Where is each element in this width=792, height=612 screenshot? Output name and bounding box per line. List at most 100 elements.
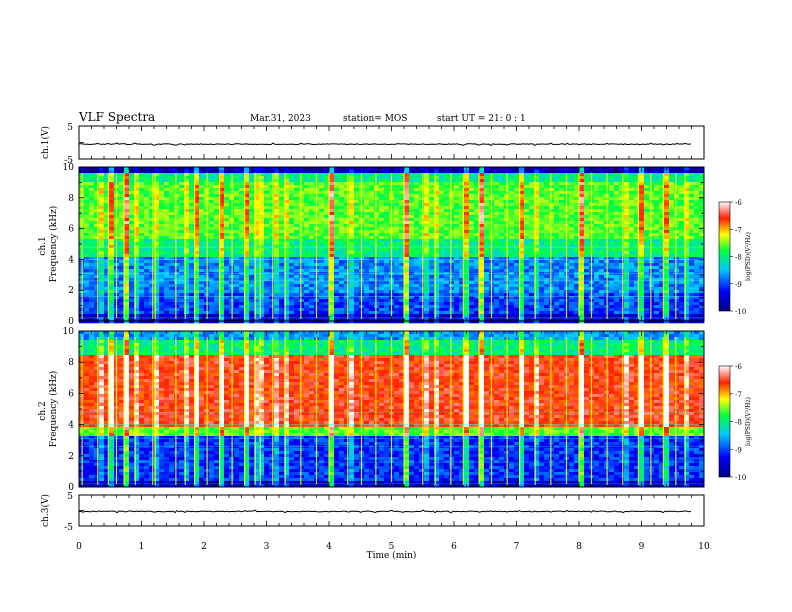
spectrogram-cell [509, 221, 515, 225]
spectrogram-cell [474, 173, 480, 177]
spectrogram-cell [209, 176, 215, 180]
spectrogram-cell [449, 299, 455, 303]
spectrogram-cell [509, 182, 515, 186]
spectrogram-cell [269, 200, 275, 204]
spectrogram-cell [494, 212, 500, 216]
spectrogram-cell [474, 320, 480, 324]
spectrogram-cell [519, 281, 525, 285]
spectrogram-cell [499, 227, 505, 231]
spectrogram-cell [464, 197, 470, 201]
spectrogram-cell [144, 302, 150, 306]
spectrogram-cell [319, 221, 325, 225]
spectrogram-cell [514, 194, 520, 198]
spectrogram-cell [134, 299, 140, 303]
spectrogram-cell [364, 212, 370, 216]
spectrogram-cell [384, 221, 390, 225]
spectrogram-cell [354, 266, 360, 270]
spectrogram-cell [554, 314, 560, 318]
spectrogram-cell [124, 227, 130, 231]
spectrogram-cell [354, 170, 360, 174]
spectrogram-cell [129, 317, 135, 321]
spectrogram-cell [139, 266, 145, 270]
spectrogram-cell [364, 275, 370, 279]
spectrogram-cell [299, 269, 305, 273]
spectrogram-cell [144, 272, 150, 276]
spectrogram-cell [89, 266, 95, 270]
spectrogram-cell [334, 236, 340, 240]
spectrogram-cell [384, 299, 390, 303]
spectrogram-cell [344, 260, 350, 264]
spectrogram-cell [104, 173, 110, 177]
spectrogram-cell [199, 239, 205, 243]
spectrogram-cell [219, 185, 225, 189]
spectrogram-cell [424, 197, 430, 201]
spectrogram-cell [454, 281, 460, 285]
spectrogram-cell [214, 221, 220, 225]
spectrogram-cell [159, 212, 165, 216]
spectrogram-cell [194, 278, 200, 282]
spectrogram-cell [259, 311, 265, 315]
spectrogram-cell [219, 197, 225, 201]
spectrogram-cell [379, 230, 385, 234]
spectrogram-cell [354, 188, 360, 192]
spectrogram-cell [469, 200, 475, 204]
spectrogram-cell [319, 215, 325, 219]
spectrogram-cell [424, 215, 430, 219]
spectrogram-cell [159, 176, 165, 180]
spectrogram-cell [374, 197, 380, 201]
spectrogram-cell [434, 188, 440, 192]
spectrogram-cell [374, 215, 380, 219]
spectrogram-cell [194, 203, 200, 207]
spectrogram-cell [374, 182, 380, 186]
spectrogram-cell [444, 254, 450, 258]
spectrogram-cell [164, 299, 170, 303]
spectrogram-cell [399, 251, 405, 255]
spectrogram-cell [94, 224, 100, 228]
spectrogram-cell [394, 281, 400, 285]
spectrogram-cell [154, 299, 160, 303]
spectrogram-cell [309, 257, 315, 261]
spectrogram-cell [274, 203, 280, 207]
spectrogram-cell [454, 242, 460, 246]
spectrogram-cell [549, 251, 555, 255]
spectrogram-cell [339, 284, 345, 288]
spectrogram-cell [139, 320, 145, 324]
spectrogram-cell [244, 179, 250, 183]
spectrogram-cell [269, 221, 275, 225]
spectrogram-cell [409, 206, 415, 210]
spectrogram-cell [119, 179, 125, 183]
spectrogram-cell [379, 218, 385, 222]
spectrogram-cell [274, 290, 280, 294]
spectrogram-cell [499, 173, 505, 177]
spectrogram-cell [399, 311, 405, 315]
spectrogram-cell [249, 200, 255, 204]
spectrogram-cell [269, 194, 275, 198]
spectrogram-cell [394, 263, 400, 267]
spectrogram-cell [109, 248, 115, 252]
spectrogram-cell [99, 203, 105, 207]
spectrogram-cell [319, 218, 325, 222]
spectrogram-cell [294, 245, 300, 249]
spectrogram-cell [219, 293, 225, 297]
spectrogram-cell [199, 173, 205, 177]
spectrogram-cell [554, 272, 560, 276]
spectrogram-cell [244, 296, 250, 300]
spectrogram-cell [304, 317, 310, 321]
spectrogram-cell [379, 299, 385, 303]
spectrogram-cell [254, 224, 260, 228]
spectrogram-cell [134, 314, 140, 318]
spectrogram-cell [394, 191, 400, 195]
spectrogram-cell [524, 266, 530, 270]
spectrogram-cell [89, 233, 95, 237]
spectrogram-cell [394, 308, 400, 312]
spectrogram-cell [404, 203, 410, 207]
spectrogram-cell [454, 191, 460, 195]
spectrogram-cell [189, 218, 195, 222]
spectrogram-cell [324, 179, 330, 183]
spectrogram-cell [244, 206, 250, 210]
spectrogram-cell [184, 206, 190, 210]
spectrogram-cell [519, 218, 525, 222]
spectrogram-cell [199, 242, 205, 246]
spectrogram-cell [499, 209, 505, 213]
spectrogram-cell [154, 194, 160, 198]
